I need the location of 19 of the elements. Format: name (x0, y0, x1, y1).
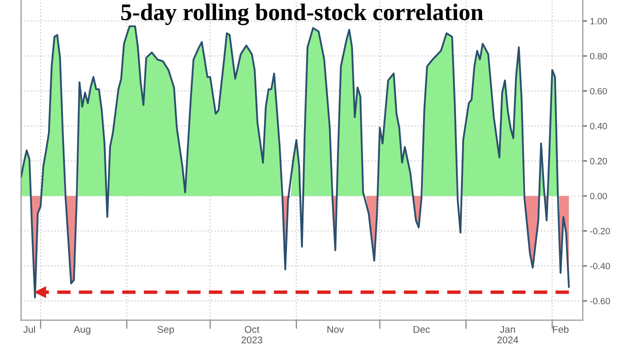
y-tick-label: 0.20 (590, 158, 607, 164)
chart-title: 5-day rolling bond-stock correlation (121, 4, 484, 26)
line-series (21, 25, 570, 298)
y-tick-label: 0.40 (590, 122, 607, 130)
x-tick-label: Oct 2023 (242, 326, 262, 344)
y-tick-label: 0.00 (590, 192, 607, 200)
x-tick-label: Nov (327, 326, 344, 333)
y-tick-label: 0.60 (590, 88, 607, 94)
x-tick-label: Feb (552, 326, 569, 333)
x-tick-label: Dec (414, 326, 430, 333)
y-tick-label: -0.20 (590, 228, 610, 234)
y-tick-label: 0.80 (590, 52, 607, 60)
x-tick-label: Sep (157, 326, 174, 335)
y-tick-label: 1.00 (590, 18, 607, 24)
x-tick-label: Aug (74, 326, 90, 335)
y-tick-label: -0.60 (590, 298, 610, 304)
x-tick-label: Jan 2024 (497, 326, 518, 344)
y-tick-label: -0.40 (590, 262, 610, 270)
x-tick-label: Jul (23, 326, 35, 333)
